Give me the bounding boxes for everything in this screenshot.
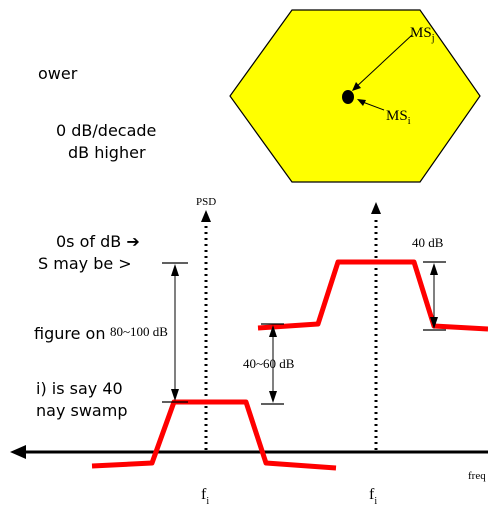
psd-arrowhead-left [201, 210, 211, 222]
right-gap-arrow-up [430, 263, 438, 275]
frequency-axis-arrowhead [10, 445, 26, 459]
text-fragment-5: S may be > [38, 254, 132, 273]
text-fragment-1: ower [38, 64, 78, 83]
psd-label: PSD [196, 196, 216, 208]
psd-arrowhead-right [371, 202, 381, 214]
spectrum-right [257, 259, 488, 332]
ms-j-label: MSj [410, 25, 434, 44]
text-fragment-3: dB higher [68, 143, 146, 162]
text-fragment-8: nay swamp [36, 401, 127, 420]
mid-gap-label: 40~60 dB [243, 356, 295, 371]
text-fragment-2: 0 dB/decade [56, 121, 156, 140]
text-fragment-7: i) is say 40 [36, 379, 123, 398]
text-fragment-4: 0s of dB ➔ [56, 232, 140, 251]
mid-gap-arrow-up [269, 325, 277, 337]
ms-i-label: MSi [386, 108, 411, 127]
cell-hexagon [229, 9, 481, 183]
freq-label-left: fi [201, 486, 209, 507]
ms-i-dot [342, 90, 354, 104]
freq-axis-label: freq [468, 470, 486, 482]
text-fragment-6: figure on [34, 324, 105, 343]
big-gap-arrow-up [171, 264, 179, 276]
big-gap-label: 80~100 dB [110, 324, 168, 339]
big-gap-arrow-down [171, 389, 179, 401]
ms-j-arrowhead [352, 82, 361, 91]
right-gap-arrow-down [430, 317, 438, 329]
ms-i-arrowhead [357, 99, 366, 106]
right-gap-label: 40 dB [412, 235, 444, 250]
mid-gap-arrow-down [269, 391, 277, 403]
ms-j-arrow [354, 34, 413, 89]
freq-label-right: fi [369, 486, 377, 507]
spectrum-left [91, 399, 337, 471]
